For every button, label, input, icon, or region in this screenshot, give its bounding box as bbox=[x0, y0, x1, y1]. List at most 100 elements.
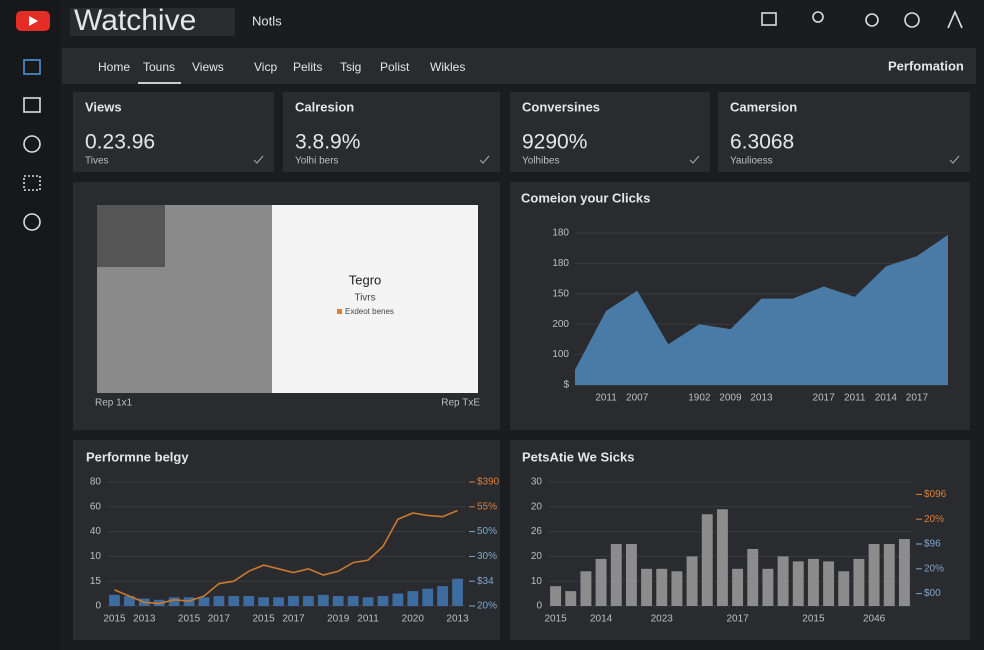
bar bbox=[625, 544, 637, 606]
x-tick-label: 2015 bbox=[103, 614, 126, 625]
nav-tab[interactable]: Touns bbox=[143, 60, 175, 74]
bar bbox=[258, 597, 269, 606]
kpi-title: Conversines bbox=[522, 99, 600, 114]
side-icon[interactable] bbox=[23, 175, 41, 191]
sidebar bbox=[0, 0, 60, 650]
bar bbox=[332, 596, 344, 606]
y2-tick-label: 30% bbox=[477, 551, 497, 562]
nav-tab[interactable]: Wikles bbox=[430, 60, 465, 74]
nav-right[interactable]: Perfomation bbox=[888, 58, 964, 73]
kpi-sub: Yolhibes bbox=[522, 156, 559, 167]
check bbox=[949, 155, 960, 164]
side-icon[interactable] bbox=[23, 59, 41, 75]
x-tick-label: 2019 bbox=[327, 614, 350, 625]
bar bbox=[732, 568, 744, 606]
nav-tab[interactable]: Home bbox=[98, 60, 130, 74]
y2-tick-label: 20% bbox=[924, 563, 944, 574]
bar bbox=[362, 597, 374, 606]
icon[interactable] bbox=[865, 13, 879, 27]
x-tick-label: 2011 bbox=[595, 393, 617, 404]
kpi-card bbox=[510, 92, 710, 172]
panel bbox=[73, 440, 500, 640]
bar bbox=[701, 514, 713, 606]
bar bbox=[595, 558, 607, 606]
media-subtitle: Tivrs bbox=[354, 293, 375, 304]
nav-tab[interactable]: Pelits bbox=[293, 60, 322, 74]
photo-inset bbox=[97, 205, 165, 267]
bar bbox=[747, 548, 759, 606]
y-tick-label: 80 bbox=[90, 477, 102, 488]
check bbox=[689, 155, 700, 164]
x-tick-label: 2023 bbox=[651, 614, 674, 625]
bar bbox=[243, 596, 255, 606]
kpi-value: 3.8.9% bbox=[295, 131, 360, 154]
y2-tick-label: $00 bbox=[924, 588, 941, 599]
bar bbox=[317, 594, 329, 606]
bar bbox=[228, 596, 240, 606]
x-tick-label: 2007 bbox=[626, 393, 649, 404]
area bbox=[575, 234, 948, 385]
y-tick-label: 180 bbox=[552, 258, 569, 269]
side-icon[interactable] bbox=[23, 135, 41, 153]
y-tick-label: 150 bbox=[552, 288, 569, 299]
bar bbox=[452, 578, 463, 606]
bar bbox=[868, 544, 880, 606]
chart-title: Performne belgy bbox=[86, 449, 189, 464]
nav-tab[interactable]: Views bbox=[192, 60, 224, 74]
bar bbox=[792, 561, 804, 606]
x-tick-label: 2009 bbox=[719, 393, 742, 404]
kpi-card bbox=[283, 92, 500, 172]
y2-tick-label: 20% bbox=[924, 514, 944, 525]
kpi-card bbox=[718, 92, 970, 172]
y-tick-label: 20 bbox=[531, 551, 543, 562]
bar bbox=[407, 591, 419, 606]
brand-box bbox=[70, 8, 235, 36]
bar bbox=[377, 596, 389, 606]
bar bbox=[437, 586, 448, 606]
icon[interactable] bbox=[812, 11, 824, 23]
y2-tick-label: $390 bbox=[477, 477, 500, 488]
bar bbox=[303, 596, 314, 606]
x-tick-label: 2013 bbox=[446, 614, 469, 625]
bar bbox=[288, 596, 299, 606]
y2-tick-label: 55% bbox=[477, 501, 497, 512]
y-tick-label: 180 bbox=[552, 228, 569, 239]
x-tick-label: 2011 bbox=[357, 614, 379, 625]
side-icon[interactable] bbox=[23, 213, 41, 231]
x-tick-label: 2017 bbox=[813, 393, 836, 404]
kpi-card bbox=[73, 92, 274, 172]
bar bbox=[422, 588, 434, 606]
bar bbox=[273, 597, 284, 606]
logo-play bbox=[29, 16, 38, 26]
y-tick-label: 60 bbox=[90, 501, 102, 512]
y-tick-label: $ bbox=[563, 380, 569, 391]
kpi-value: 9290% bbox=[522, 131, 587, 154]
y-tick-label: 10 bbox=[531, 576, 543, 587]
y-tick-label: 0 bbox=[95, 601, 101, 612]
bar bbox=[580, 571, 592, 606]
bar bbox=[671, 571, 683, 606]
x-tick-label: 2017 bbox=[726, 614, 749, 625]
check bbox=[253, 155, 264, 164]
side-icon[interactable] bbox=[23, 97, 41, 113]
nav-tab[interactable]: Vicp bbox=[254, 60, 277, 74]
x-tick-label: 1902 bbox=[688, 393, 711, 404]
nav-tab[interactable]: Polist bbox=[380, 60, 410, 74]
y-tick-label: 30 bbox=[531, 477, 543, 488]
icon[interactable] bbox=[947, 10, 963, 29]
y2-tick-label: $96 bbox=[924, 539, 941, 550]
y2-tick-label: $096 bbox=[924, 489, 947, 500]
media-legend: Exdeot benes bbox=[345, 307, 394, 316]
x-tick-label: 2017 bbox=[906, 393, 929, 404]
nav-bar bbox=[62, 48, 976, 84]
x-tick-label: 2015 bbox=[802, 614, 825, 625]
nav-tab[interactable]: Tsig bbox=[340, 60, 361, 74]
chart-title: PetsAtie We Sicks bbox=[522, 449, 634, 464]
bar bbox=[124, 596, 135, 606]
kpi-value: 0.23.96 bbox=[85, 131, 155, 154]
icon[interactable] bbox=[761, 12, 777, 26]
icon[interactable] bbox=[904, 12, 920, 28]
y-tick-label: 26 bbox=[531, 526, 543, 537]
menu[interactable]: Notls bbox=[252, 13, 282, 28]
